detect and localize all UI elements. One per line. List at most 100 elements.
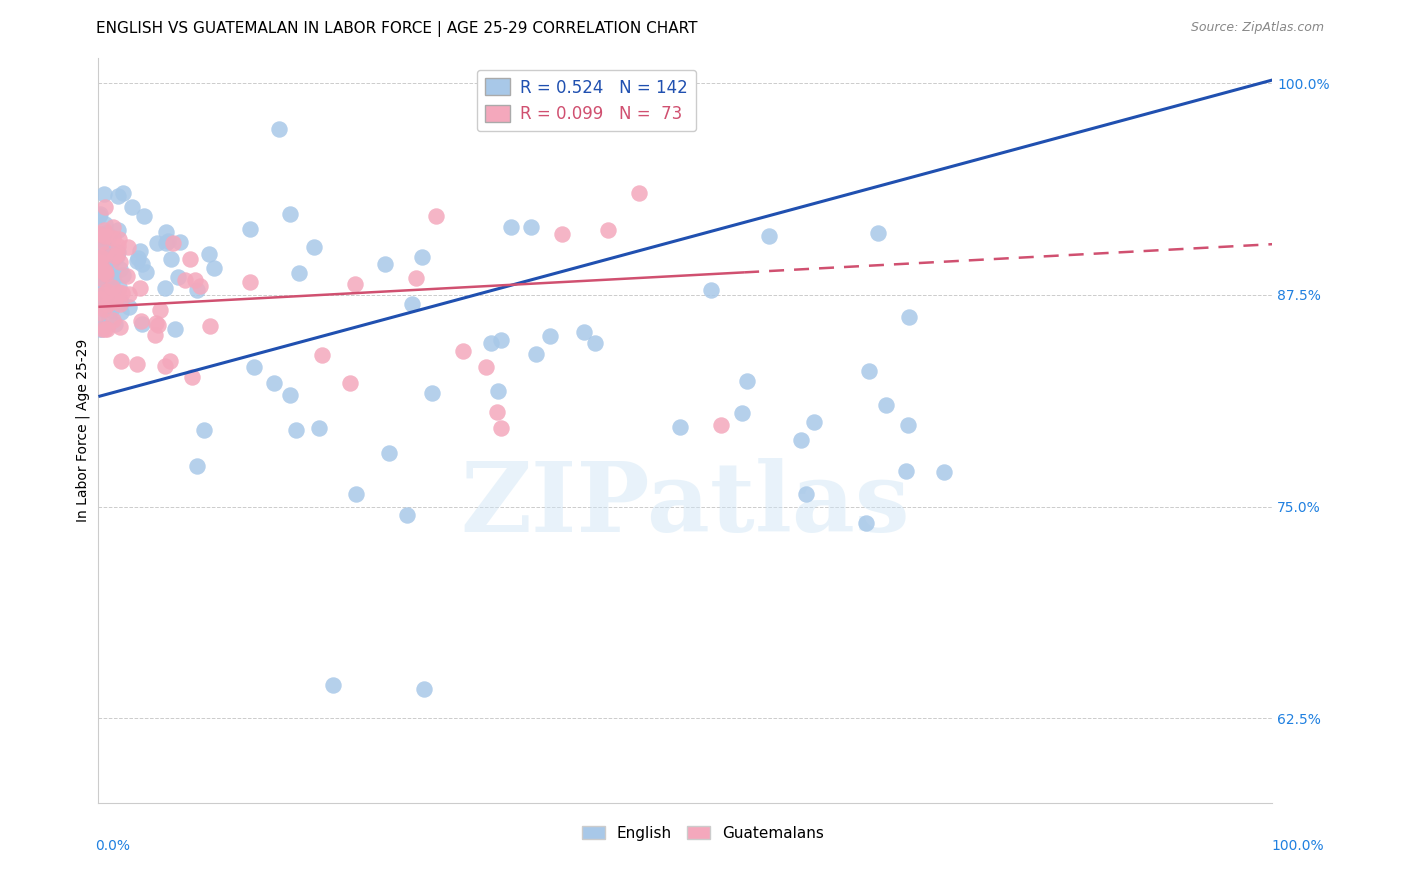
Point [129, 244, 152, 258]
Point [179, 252, 201, 266]
Point [98, 286, 121, 301]
Point [118, 286, 141, 301]
Point [110, 305, 132, 319]
Point [486, 384, 509, 398]
Point [858, 364, 880, 378]
Point [155, 225, 177, 239]
Point [87, 258, 110, 272]
Point [668, 420, 690, 434]
Point [628, 186, 651, 201]
Point [87, 295, 110, 310]
Point [87, 295, 110, 310]
Point [87, 243, 110, 257]
Point [107, 245, 129, 260]
Point [405, 271, 427, 285]
Point [87, 241, 110, 255]
Point [110, 354, 132, 368]
Point [153, 281, 176, 295]
Point [501, 220, 523, 235]
Point [89, 236, 111, 251]
Point [96, 297, 118, 311]
Point [284, 424, 307, 438]
Text: ENGLISH VS GUATEMALAN IN LABOR FORCE | AGE 25-29 CORRELATION CHART: ENGLISH VS GUATEMALAN IN LABOR FORCE | A… [96, 21, 697, 37]
Text: Source: ZipAtlas.com: Source: ZipAtlas.com [1191, 21, 1324, 35]
Point [90, 253, 112, 268]
Point [91, 262, 114, 277]
Point [128, 281, 150, 295]
Point [91, 302, 114, 317]
Point [412, 681, 434, 696]
Point [87, 264, 110, 278]
Point [98, 279, 121, 293]
Point [87, 260, 110, 275]
Point [145, 316, 167, 330]
Point [90, 256, 112, 270]
Point [894, 464, 917, 478]
Point [125, 357, 148, 371]
Text: ZIPatlas: ZIPatlas [461, 458, 910, 552]
Point [198, 247, 221, 261]
Point [155, 236, 177, 251]
Point [287, 267, 309, 281]
Point [699, 283, 721, 297]
Point [94, 269, 117, 284]
Point [322, 678, 344, 692]
Point [94, 240, 117, 254]
Point [932, 465, 955, 479]
Point [96, 275, 118, 289]
Point [87, 290, 110, 304]
Point [93, 250, 115, 264]
Point [111, 285, 134, 300]
Point [551, 227, 574, 242]
Point [97, 298, 120, 312]
Point [112, 186, 135, 201]
Point [94, 253, 117, 268]
Point [87, 255, 110, 269]
Point [110, 294, 132, 309]
Point [155, 359, 177, 374]
Point [90, 227, 112, 242]
Point [866, 226, 889, 240]
Point [162, 235, 184, 250]
Point [87, 268, 110, 282]
Point [186, 283, 208, 297]
Point [90, 296, 112, 310]
Point [485, 405, 508, 419]
Point [94, 267, 117, 281]
Point [107, 285, 129, 300]
Point [796, 487, 818, 501]
Point [105, 248, 128, 262]
Point [475, 359, 498, 374]
Point [121, 200, 143, 214]
Point [583, 335, 606, 350]
Point [105, 246, 128, 260]
Point [94, 268, 117, 282]
Point [94, 217, 117, 231]
Point [596, 223, 619, 237]
Point [110, 262, 132, 277]
Point [149, 302, 172, 317]
Point [107, 280, 129, 294]
Point [803, 415, 825, 429]
Point [107, 223, 129, 237]
Point [98, 250, 121, 264]
Point [311, 348, 333, 362]
Point [87, 260, 110, 275]
Point [103, 252, 125, 266]
Point [108, 232, 131, 246]
Point [87, 255, 110, 269]
Point [89, 245, 111, 260]
Point [159, 252, 181, 266]
Point [184, 273, 207, 287]
Point [115, 269, 138, 284]
Point [127, 253, 149, 268]
Point [87, 322, 110, 336]
Point [91, 244, 114, 259]
Point [118, 300, 141, 314]
Point [202, 261, 225, 276]
Point [395, 508, 418, 522]
Point [146, 318, 169, 332]
Legend: English, Guatemalans: English, Guatemalans [575, 820, 831, 847]
Point [93, 265, 115, 279]
Point [97, 228, 120, 243]
